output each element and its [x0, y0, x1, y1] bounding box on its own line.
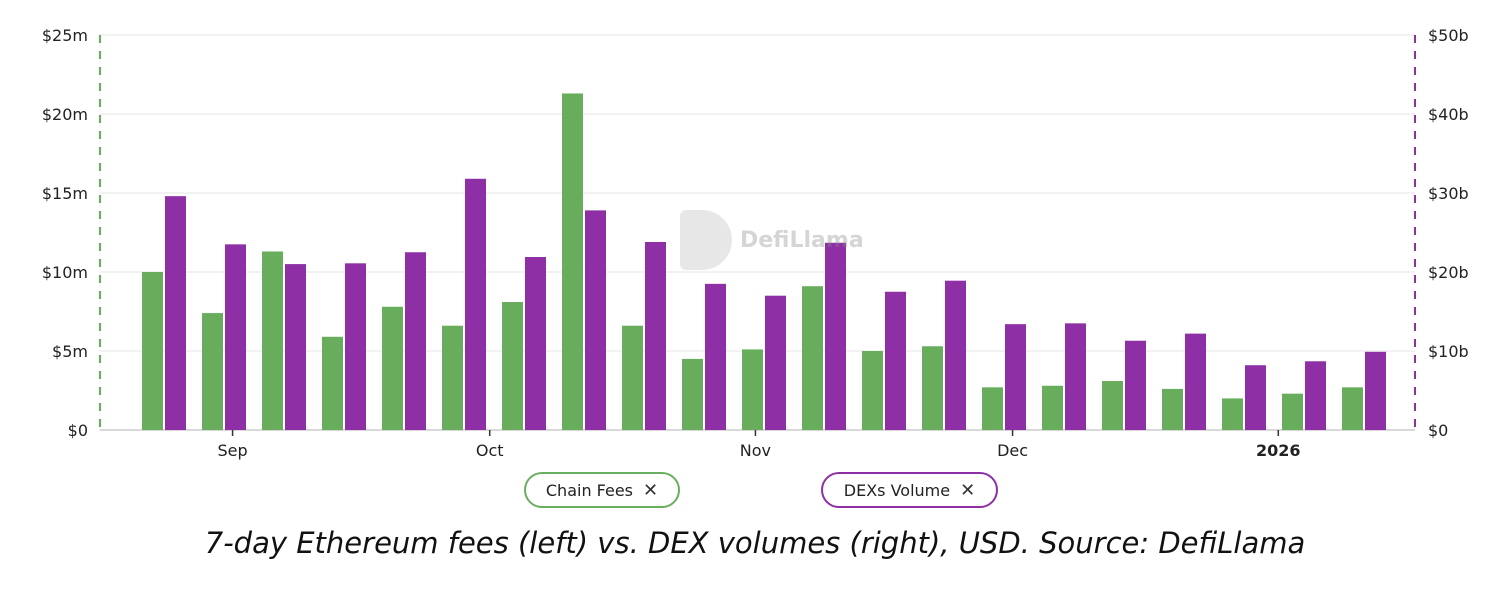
chain-fees-bar	[262, 251, 283, 430]
left-axis-tick-label: $0	[68, 421, 88, 440]
tick-labels: $0 $0 $5m $10b $10m $20b $15m $30b $20m $40b $25m $…	[42, 26, 1469, 460]
dexs-volume-bar	[1005, 324, 1026, 430]
dexs-volume-bar	[1185, 333, 1206, 430]
chain-fees-bar	[622, 325, 643, 430]
chain-fees-bar	[862, 351, 883, 430]
legend-label: Chain Fees	[545, 480, 634, 500]
left-axis-tick-label: $15m	[42, 184, 88, 203]
right-axis-tick-label: $40b	[1428, 105, 1469, 124]
right-axis-tick-label: $0	[1428, 421, 1448, 440]
chain-fees-bar	[1222, 398, 1243, 430]
legend-label: DEXs Volume	[843, 480, 951, 500]
watermark-text: DefiLlama	[740, 227, 864, 253]
chain-fees-bar	[502, 302, 523, 430]
left-axis-tick-label: $20m	[42, 105, 88, 124]
right-axis-tick-label: $30b	[1428, 184, 1469, 203]
dexs-volume-bar	[225, 244, 246, 430]
chain-fees-bar	[562, 93, 583, 431]
bars	[142, 93, 1386, 431]
chain-fees-bar	[142, 272, 163, 430]
dexs-volume-bar	[1305, 361, 1326, 430]
right-axis-tick-label: $10b	[1428, 342, 1469, 361]
dexs-volume-bar	[885, 291, 906, 430]
chain-fees-bar	[382, 306, 403, 430]
chain-fees-bar	[1162, 388, 1183, 430]
dexs-volume-bar	[705, 283, 726, 430]
x-axis-tick-label: Sep	[217, 441, 247, 460]
chain-fees-bar	[1042, 385, 1063, 430]
left-axis-tick-label: $5m	[52, 342, 88, 361]
chain-fees-bar	[442, 325, 463, 430]
legend-dexs-volume[interactable]: DEXs Volume ✕	[821, 472, 998, 508]
dexs-volume-bar	[1245, 365, 1266, 430]
chain-fees-bar	[982, 387, 1003, 430]
x-axis-tick-label: Dec	[997, 441, 1028, 460]
dexs-volume-bar	[525, 256, 546, 430]
dexs-volume-bar	[645, 241, 666, 430]
chain-fees-bar	[1342, 387, 1363, 430]
right-axis-tick-label: $20b	[1428, 263, 1469, 282]
defillama-watermark: DefiLlama	[680, 210, 864, 270]
right-axis-tick-label: $50b	[1428, 26, 1469, 45]
left-axis-tick-label: $10m	[42, 263, 88, 282]
llama-logo-icon	[680, 210, 732, 270]
dexs-volume-bar	[1065, 323, 1086, 430]
chain-fees-bar	[1102, 381, 1123, 430]
chain-fees-bar	[802, 286, 823, 430]
dexs-volume-bar	[765, 295, 786, 430]
x-axis-tick-label: Nov	[740, 441, 771, 460]
dexs-volume-bar	[165, 196, 186, 430]
dexs-volume-bar	[1365, 351, 1386, 430]
dexs-volume-bar	[945, 280, 966, 430]
chain-fees-bar	[922, 346, 943, 430]
dexs-volume-bar	[345, 263, 366, 430]
close-icon[interactable]: ✕	[643, 479, 659, 501]
legend-chain-fees[interactable]: Chain Fees ✕	[524, 472, 680, 508]
chain-fees-bar	[322, 336, 343, 430]
caption: 7-day Ethereum fees (left) vs. DEX volum…	[204, 526, 1306, 560]
dexs-volume-bar	[585, 210, 606, 430]
close-icon[interactable]: ✕	[960, 479, 976, 501]
chain-fees-bar	[682, 358, 703, 430]
dexs-volume-bar	[405, 252, 426, 430]
chain-fees-bar	[742, 349, 763, 430]
dexs-volume-bar	[285, 264, 306, 430]
dexs-volume-bar	[825, 242, 846, 430]
x-axis-tick-label: Oct	[476, 441, 504, 460]
dexs-volume-bar	[465, 178, 486, 430]
chain-fees-bar	[202, 313, 223, 430]
chart: $0 $0 $5m $10b $10m $20b $15m $30b $20m $40b $25m $…	[42, 26, 1469, 460]
left-axis-tick-label: $25m	[42, 26, 88, 45]
x-axis-tick-label: 2026	[1256, 441, 1301, 460]
dexs-volume-bar	[1125, 340, 1146, 430]
chain-fees-bar	[1282, 393, 1303, 430]
